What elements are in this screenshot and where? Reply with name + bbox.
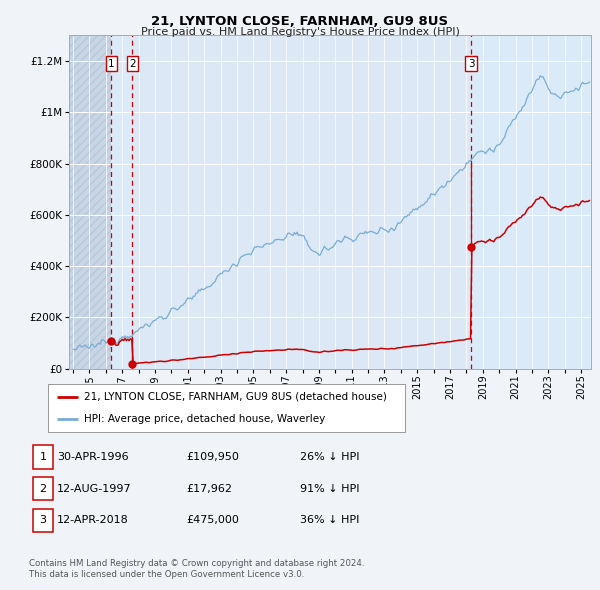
Text: 2: 2 (40, 484, 46, 493)
Text: 3: 3 (468, 59, 475, 68)
Bar (111, 35, 133, 369)
Text: 12-AUG-1997: 12-AUG-1997 (57, 484, 131, 493)
Text: This data is licensed under the Open Government Licence v3.0.: This data is licensed under the Open Gov… (29, 570, 304, 579)
Text: Contains HM Land Registry data © Crown copyright and database right 2024.: Contains HM Land Registry data © Crown c… (29, 559, 364, 568)
Text: 91% ↓ HPI: 91% ↓ HPI (300, 484, 359, 493)
Text: £475,000: £475,000 (186, 516, 239, 525)
Text: HPI: Average price, detached house, Waverley: HPI: Average price, detached house, Wave… (83, 414, 325, 424)
Text: 30-APR-1996: 30-APR-1996 (57, 453, 128, 462)
Text: 1: 1 (40, 453, 46, 462)
Bar (69, 35, 111, 369)
Text: 21, LYNTON CLOSE, FARNHAM, GU9 8US: 21, LYNTON CLOSE, FARNHAM, GU9 8US (151, 15, 449, 28)
Text: Price paid vs. HM Land Registry's House Price Index (HPI): Price paid vs. HM Land Registry's House … (140, 27, 460, 37)
Bar (471, 35, 591, 369)
Text: 12-APR-2018: 12-APR-2018 (57, 516, 129, 525)
Text: £109,950: £109,950 (186, 453, 239, 462)
Bar (69, 35, 111, 369)
Text: 26% ↓ HPI: 26% ↓ HPI (300, 453, 359, 462)
Text: £17,962: £17,962 (186, 484, 232, 493)
Text: 1: 1 (108, 59, 115, 68)
Text: 3: 3 (40, 516, 46, 525)
Text: 36% ↓ HPI: 36% ↓ HPI (300, 516, 359, 525)
Text: 2: 2 (129, 59, 136, 68)
Text: 21, LYNTON CLOSE, FARNHAM, GU9 8US (detached house): 21, LYNTON CLOSE, FARNHAM, GU9 8US (deta… (83, 392, 386, 402)
